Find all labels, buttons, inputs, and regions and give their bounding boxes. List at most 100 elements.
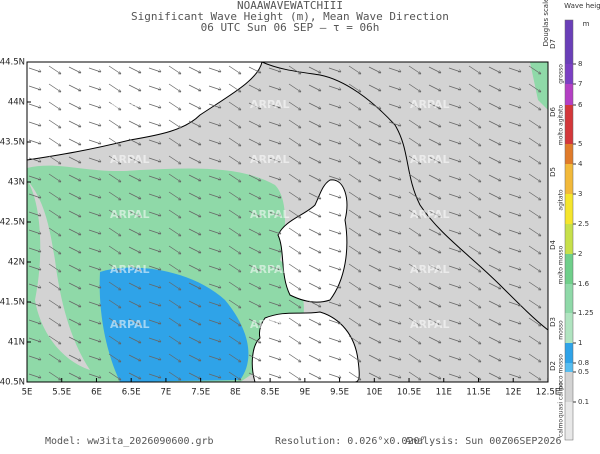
- douglas-level: D2: [549, 361, 557, 371]
- direction-arrow: [348, 317, 362, 327]
- direction-arrow: [28, 283, 42, 289]
- douglas-level: D7: [549, 39, 557, 49]
- watermark: ARPAL: [110, 263, 150, 276]
- direction-arrow: [448, 193, 462, 199]
- lon-label: 8E: [230, 388, 241, 398]
- land-corsica: [277, 179, 348, 303]
- direction-arrow: [368, 120, 382, 128]
- colorbar-segment: [565, 194, 573, 224]
- lon-label: 9E: [299, 388, 310, 398]
- direction-arrow: [188, 282, 202, 290]
- direction-arrow: [528, 191, 542, 201]
- lon-label: 11E: [436, 388, 452, 398]
- direction-arrow: [88, 247, 102, 253]
- colorbar-segment: [565, 224, 573, 254]
- direction-arrow: [348, 245, 362, 255]
- direction-arrow: [428, 138, 442, 146]
- direction-arrow: [288, 173, 302, 183]
- direction-arrow: [28, 175, 42, 181]
- direction-arrow: [508, 121, 522, 127]
- direction-arrow: [468, 191, 482, 201]
- watermark: ARPAL: [410, 153, 450, 166]
- direction-arrow: [208, 103, 222, 109]
- direction-arrow: [168, 119, 182, 129]
- direction-arrow: [508, 103, 522, 109]
- direction-arrow: [408, 353, 422, 363]
- direction-arrow: [48, 245, 62, 255]
- direction-arrow: [68, 138, 82, 146]
- direction-arrow: [148, 193, 162, 199]
- direction-arrow: [228, 65, 242, 75]
- direction-arrow: [328, 85, 342, 91]
- colorbar-segment: [565, 402, 573, 440]
- direction-arrow: [48, 209, 62, 219]
- direction-arrow: [488, 84, 502, 92]
- direction-arrow: [388, 301, 402, 307]
- direction-arrow: [208, 139, 222, 145]
- direction-arrow: [28, 193, 42, 199]
- direction-arrow: [108, 209, 122, 219]
- colorbar-segment: [565, 64, 573, 84]
- direction-arrow: [268, 211, 282, 217]
- direction-arrow: [28, 103, 42, 109]
- direction-arrow: [228, 173, 242, 183]
- direction-arrow: [468, 227, 482, 237]
- lon-label: 9.5E: [330, 388, 349, 398]
- height-label: 0.8: [578, 359, 589, 367]
- direction-arrow: [288, 155, 302, 165]
- direction-arrow: [168, 353, 182, 363]
- height-title: Wave height: [564, 2, 600, 10]
- lat-label: 41.5N: [0, 298, 25, 308]
- direction-arrow: [188, 156, 202, 164]
- direction-arrow: [128, 210, 142, 218]
- direction-arrow: [428, 84, 442, 92]
- direction-arrow: [188, 300, 202, 308]
- direction-arrow: [248, 156, 262, 164]
- direction-arrow: [508, 301, 522, 307]
- direction-arrow: [208, 319, 222, 325]
- colorbar-segment: [565, 84, 573, 105]
- direction-arrow: [408, 83, 422, 93]
- direction-arrow: [488, 246, 502, 254]
- colorbar-segment: [565, 363, 573, 372]
- direction-arrow: [328, 247, 342, 253]
- direction-arrow: [408, 299, 422, 309]
- sea-state: quasi calmo: [558, 382, 565, 418]
- direction-arrow: [448, 373, 462, 379]
- direction-arrow: [88, 229, 102, 235]
- direction-arrow: [88, 319, 102, 325]
- direction-arrow: [68, 246, 82, 254]
- direction-arrow: [508, 211, 522, 217]
- direction-arrow: [208, 355, 222, 361]
- direction-arrow: [288, 299, 302, 309]
- direction-arrow: [268, 337, 282, 343]
- direction-arrow: [68, 264, 82, 272]
- direction-arrow: [108, 245, 122, 255]
- direction-arrow: [508, 283, 522, 289]
- direction-arrow: [468, 353, 482, 363]
- height-label: 4: [578, 160, 583, 168]
- direction-arrow: [88, 175, 102, 181]
- direction-arrow: [248, 120, 262, 128]
- direction-arrow: [148, 67, 162, 73]
- direction-arrow: [448, 247, 462, 253]
- direction-arrow: [128, 300, 142, 308]
- direction-arrow: [528, 317, 542, 327]
- colorbar-segment: [565, 105, 573, 144]
- direction-arrow: [448, 301, 462, 307]
- direction-arrow: [288, 65, 302, 75]
- colorbar-segment: [565, 164, 573, 194]
- direction-arrow: [268, 373, 282, 379]
- direction-arrow: [348, 227, 362, 237]
- direction-arrow: [228, 335, 242, 345]
- direction-arrow: [468, 83, 482, 93]
- direction-arrow: [528, 119, 542, 129]
- direction-arrow: [468, 335, 482, 345]
- lon-label: 6E: [91, 388, 102, 398]
- direction-arrow: [148, 121, 162, 127]
- watermark: ARPAL: [410, 98, 450, 111]
- sea-state: mosso: [558, 320, 565, 340]
- direction-arrow: [428, 372, 442, 380]
- direction-arrow: [508, 373, 522, 379]
- douglas-level: D3: [549, 317, 557, 327]
